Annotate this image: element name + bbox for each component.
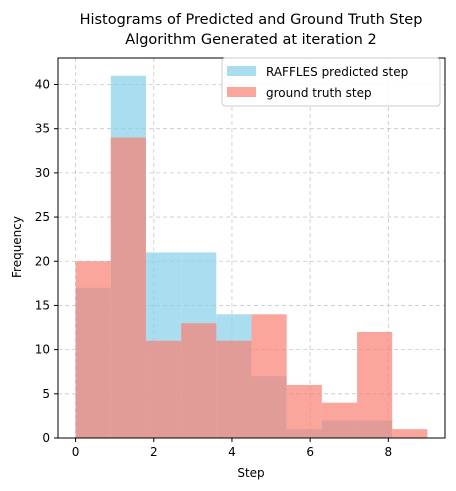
- y-axis-label: Frequency: [10, 216, 24, 278]
- bar-ground-truth: [286, 384, 322, 438]
- bar-ground-truth: [251, 314, 287, 438]
- y-tick-label: 35: [35, 122, 50, 136]
- y-tick-label: 10: [35, 343, 50, 357]
- histogram-bars: [75, 75, 428, 439]
- x-tick-label: 2: [150, 445, 158, 459]
- y-tick-label: 5: [42, 387, 50, 401]
- y-tick-label: 25: [35, 210, 50, 224]
- bar-ground-truth: [216, 340, 252, 438]
- tick-labels: 0 2 4 6 8 0 5 10 15 20 25 30 35 40: [35, 78, 392, 459]
- y-tick-label: 30: [35, 166, 50, 180]
- chart-title-line-2: Algorithm Generated at iteration 2: [125, 32, 376, 48]
- legend-label-predicted: RAFFLES predicted step: [266, 65, 408, 79]
- x-tick-label: 6: [306, 445, 314, 459]
- y-tick-label: 15: [35, 298, 50, 312]
- bar-ground-truth: [357, 331, 393, 438]
- legend-label-ground-truth: ground truth step: [266, 86, 372, 100]
- bar-ground-truth: [181, 323, 217, 438]
- bar-ground-truth: [321, 402, 358, 438]
- y-tick-label: 0: [42, 431, 50, 445]
- legend: RAFFLES predicted step ground truth step: [221, 57, 441, 107]
- y-tick-label: 20: [35, 254, 50, 268]
- bar-ground-truth: [110, 137, 146, 438]
- legend-swatch-ground-truth: [227, 87, 256, 97]
- legend-swatch-predicted: [227, 66, 256, 76]
- x-tick-label: 0: [72, 445, 80, 459]
- y-tick-label: 40: [35, 78, 50, 92]
- x-tick-label: 8: [384, 445, 392, 459]
- x-axis-label: Step: [237, 466, 264, 480]
- bar-ground-truth: [145, 340, 182, 438]
- chart-title-line-1: Histograms of Predicted and Ground Truth…: [80, 12, 423, 28]
- bar-ground-truth: [392, 429, 428, 438]
- bar-ground-truth: [75, 261, 111, 438]
- x-tick-label: 4: [228, 445, 236, 459]
- legend-frame: [221, 57, 441, 107]
